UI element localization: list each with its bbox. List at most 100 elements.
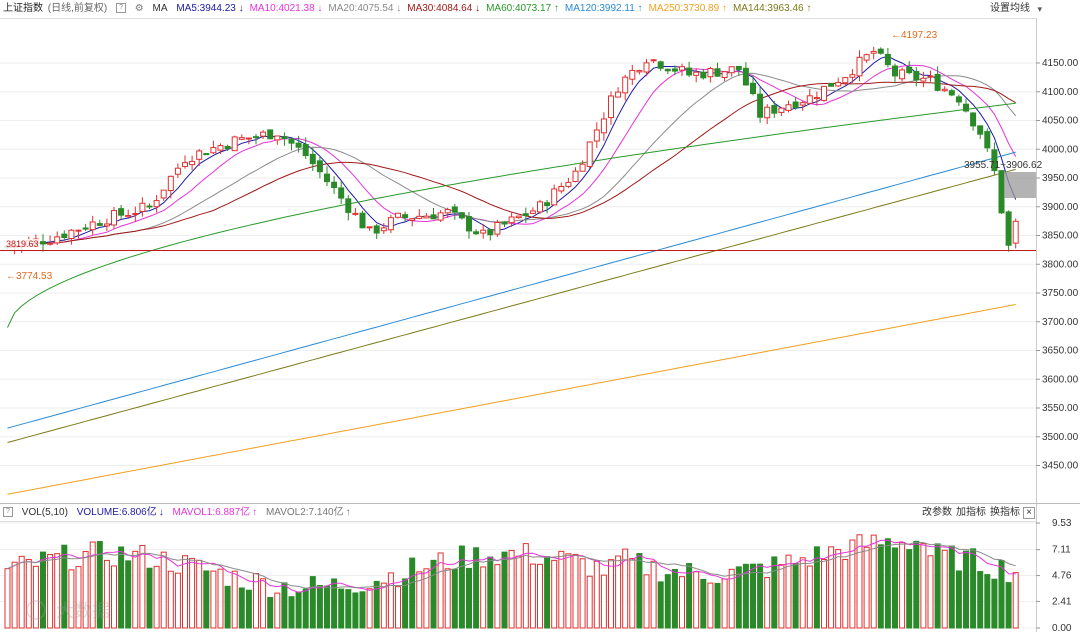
candle-body (451, 206, 458, 213)
price-grid (0, 62, 1036, 466)
volume-bar (416, 571, 423, 629)
price-tick-label: 3850.00 (1042, 231, 1079, 242)
volume-bar (664, 574, 671, 629)
candle-body (338, 187, 345, 199)
ma-line (7, 304, 1016, 495)
ma-line (7, 81, 1016, 248)
candle-body (920, 77, 927, 82)
candle-body (721, 71, 728, 78)
volume-bar (508, 549, 515, 629)
candle-body (693, 71, 700, 76)
price-tick-label: 3650.00 (1042, 346, 1079, 357)
volume-bar (913, 540, 920, 629)
candle-body (757, 93, 764, 118)
volume-bar (359, 591, 366, 629)
ma-item: MA144:3963.46 ↑ (732, 3, 812, 14)
candle-body (629, 69, 636, 80)
candle-body (316, 160, 323, 173)
volume-bar (203, 570, 210, 629)
volume-bar (842, 559, 849, 629)
candle-body (75, 229, 82, 232)
volume-bar (608, 559, 614, 629)
volume-bar (948, 545, 955, 629)
chevron-down-icon[interactable]: ▾ (1037, 4, 1042, 14)
candle-body (54, 236, 61, 244)
candle-body (40, 241, 46, 245)
candle-body (245, 137, 252, 140)
settings-gear-icon[interactable]: ⚙ (134, 3, 144, 14)
volume-bar (757, 563, 764, 629)
volume-bar (629, 558, 636, 629)
price-tick-label: 4150.00 (1042, 58, 1079, 69)
candle-body (480, 229, 487, 234)
volume-bar (231, 570, 238, 629)
volume-ma-line (7, 539, 1016, 593)
candle-body (160, 189, 167, 199)
candle-body (309, 153, 316, 165)
moving-average-lines (7, 55, 1017, 495)
volume-bar (373, 580, 380, 629)
volume-bar (125, 560, 132, 629)
volume-bar (721, 578, 728, 629)
candle-body (260, 131, 267, 137)
volume-bar (806, 565, 813, 629)
change-params-button[interactable]: 改参数 (922, 507, 952, 518)
volume-bar (537, 563, 543, 629)
candle-body (373, 225, 380, 234)
add-indicator-button[interactable]: 加指标 (956, 507, 986, 518)
volume-bar (700, 578, 707, 629)
volume-ma-lines (7, 539, 1016, 593)
range-highlight-box[interactable] (1004, 172, 1036, 198)
price-tick-label: 3500.00 (1042, 432, 1079, 443)
switch-indicator-button[interactable]: 换指标 (990, 507, 1020, 518)
volume-bar (47, 554, 54, 629)
volume-bar (742, 563, 749, 629)
volume-bar (338, 588, 345, 629)
volume-bar (196, 559, 203, 629)
volume-bar (380, 582, 387, 629)
volume-bar (785, 554, 792, 629)
set-ma-button[interactable]: 设置均线 (990, 3, 1030, 14)
help-icon[interactable]: ? (3, 507, 13, 518)
candle-body (224, 145, 231, 150)
volume-bar (11, 561, 18, 629)
high-label: ←4197.23 (891, 30, 938, 41)
low-label: ←3774.53 (6, 271, 53, 282)
volume-bar (118, 546, 125, 629)
candle-body (529, 210, 536, 214)
candle-body (494, 221, 501, 235)
candle-body (210, 147, 217, 154)
candle-body (792, 101, 799, 109)
volume-bar (920, 543, 927, 629)
candle-body (466, 216, 472, 232)
volume-bar (302, 588, 309, 629)
price-tick-label: 4100.00 (1042, 87, 1079, 98)
candle-body (600, 118, 607, 134)
candle-body (700, 71, 707, 79)
candle-body (955, 96, 962, 103)
volume-bar (111, 565, 117, 629)
volume-ma-line (7, 541, 1016, 589)
candle-body (402, 214, 409, 219)
volume-tick-label: 0.00 (1052, 623, 1072, 632)
volume-bar (998, 559, 1005, 629)
candle-body (799, 102, 806, 106)
candle-body (927, 75, 934, 78)
volume-bar (54, 553, 61, 629)
volume-bar (657, 581, 664, 629)
candle-body (828, 82, 835, 87)
candle-body (970, 112, 977, 127)
candle-body (125, 214, 132, 218)
help-icon[interactable]: ? (116, 3, 127, 14)
volume-bar (217, 568, 224, 629)
candle-body (586, 141, 593, 168)
candle-body (487, 229, 494, 236)
volume-bar (160, 551, 167, 629)
volume-bar (345, 589, 352, 629)
candle-body (884, 53, 891, 66)
close-icon[interactable]: × (1023, 507, 1035, 519)
volume-bar (316, 585, 323, 629)
candle-body (948, 90, 955, 96)
price-tick-label: 4050.00 (1042, 116, 1079, 127)
